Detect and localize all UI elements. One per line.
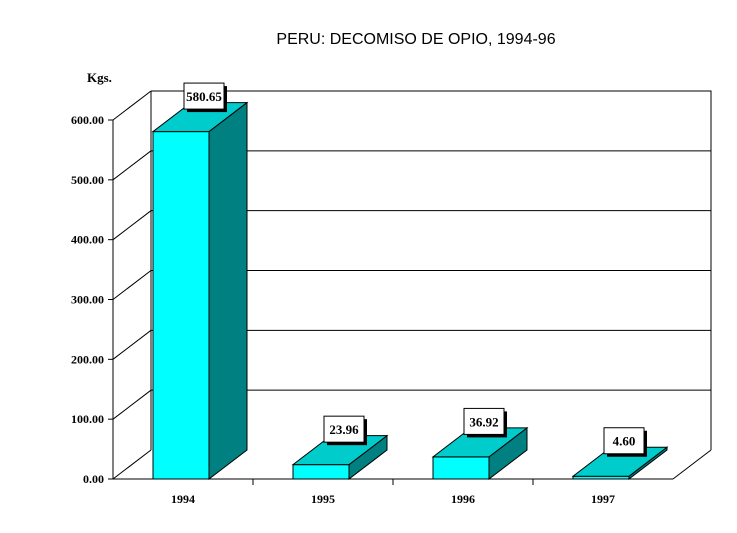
data-label-1997: 4.60	[603, 427, 647, 457]
y-tick-label: 100.00	[71, 412, 104, 426]
gridline-diagonal	[112, 389, 152, 420]
data-label-box	[603, 427, 645, 455]
gridline-diagonal	[112, 329, 152, 360]
bar-side-face	[208, 101, 248, 481]
data-label-1994: 580.65	[183, 82, 227, 113]
floor-left-edge	[112, 449, 152, 480]
bar-front-face	[152, 131, 210, 480]
x-axis-categories: 1994 1995 1996 1997	[171, 479, 615, 506]
y-tick-label: 200.00	[71, 352, 104, 366]
data-label-1995: 23.96	[323, 415, 367, 446]
data-label-box	[323, 415, 365, 443]
gridline-diagonal	[112, 90, 152, 121]
gridline-diagonal	[112, 150, 152, 181]
data-label-1996: 36.92	[463, 407, 507, 438]
y-tick-label: 300.00	[71, 293, 104, 307]
data-label-box	[183, 82, 225, 110]
bar-1996	[431, 426, 529, 481]
data-label: 36.92	[469, 414, 498, 429]
chart-title: PERU: DECOMISO DE OPIO, 1994-96	[276, 31, 555, 48]
y-tick-label: 500.00	[71, 173, 104, 187]
x-category-label: 1997	[591, 492, 615, 506]
x-category-label: 1996	[451, 492, 475, 506]
bar-front-face	[432, 456, 490, 480]
floor-right-edge	[672, 449, 712, 480]
data-label: 23.96	[329, 422, 359, 437]
x-category-label: 1994	[171, 492, 195, 506]
y-axis-ticks: 0.00 100.00 200.00 300.00 400.00 500.00 600.00	[71, 113, 113, 486]
bar-1994	[151, 101, 249, 481]
bar-front-face	[292, 464, 350, 480]
y-tick-label: 400.00	[71, 233, 104, 247]
gridline-diagonal	[112, 270, 152, 300]
y-tick-label: 600.00	[71, 113, 104, 127]
data-label: 580.65	[186, 89, 222, 104]
data-labels: 580.65 23.96 36.92 4.60	[183, 82, 647, 457]
data-label: 4.60	[613, 434, 636, 449]
bars	[151, 101, 669, 481]
gridline-diagonal	[112, 210, 152, 241]
data-label-box	[463, 407, 505, 435]
y-tick-label: 0.00	[83, 472, 104, 486]
y-axis-unit-label: Kgs.	[87, 70, 112, 85]
x-category-label: 1995	[311, 492, 335, 506]
